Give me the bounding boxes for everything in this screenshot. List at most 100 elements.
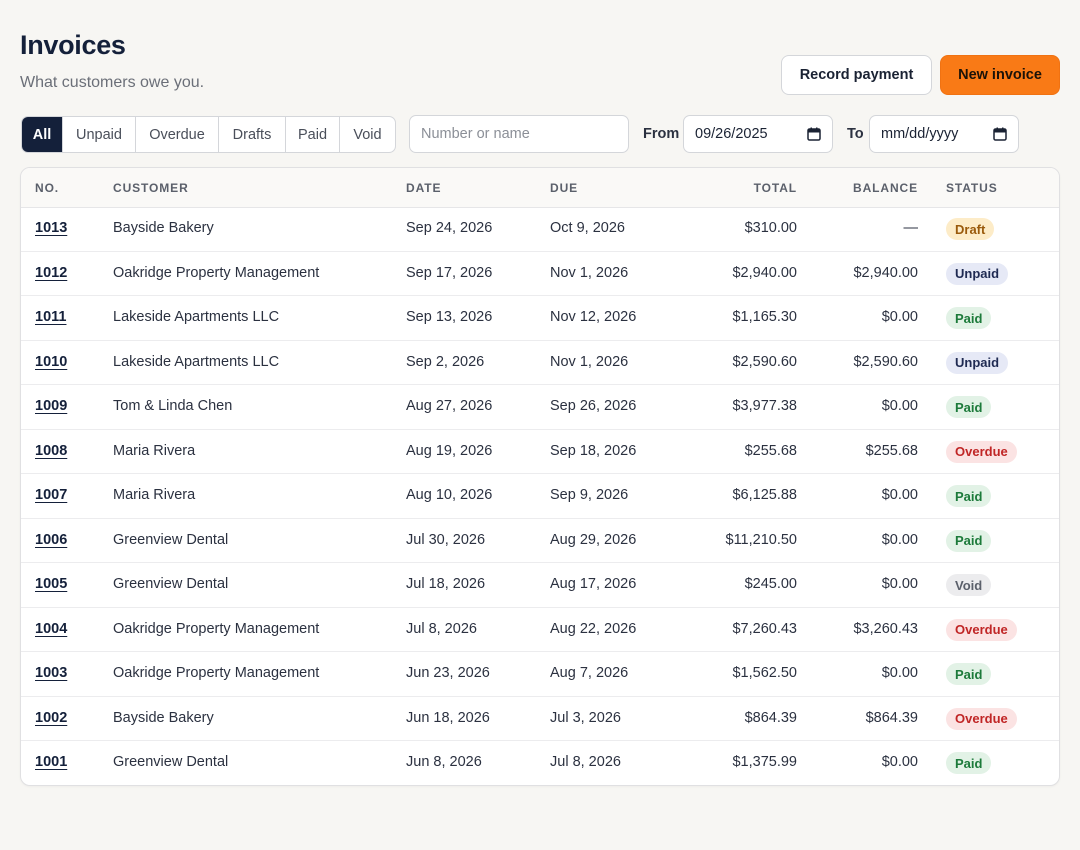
due-cell: Aug 17, 2026 xyxy=(550,576,637,592)
status-badge: Overdue xyxy=(946,618,1017,641)
column-header-date[interactable]: DATE xyxy=(406,181,442,195)
balance-cell: $3,260.43 xyxy=(853,620,918,637)
table-row[interactable]: 1003 Oakridge Property Management Jun 23, … xyxy=(21,652,1059,697)
date-cell: Sep 17, 2026 xyxy=(406,264,493,281)
record-payment-button[interactable]: Record payment xyxy=(781,55,932,95)
due-cell: Aug 29, 2026 xyxy=(550,531,637,548)
balance-cell: $864.39 xyxy=(865,709,918,726)
calendar-icon[interactable] xyxy=(993,127,1007,141)
customer-cell: Oakridge Property Management xyxy=(113,264,320,281)
due-cell: Sep 9, 2026 xyxy=(550,487,629,503)
invoice-number-link[interactable]: 1007 xyxy=(35,487,68,503)
balance-cell: $0.00 xyxy=(881,531,918,548)
total-cell: $1,165.30 xyxy=(732,309,797,325)
invoice-number-link[interactable]: 1002 xyxy=(35,709,68,726)
invoice-number-link[interactable]: 1012 xyxy=(35,264,68,281)
date-cell: Sep 2, 2026 xyxy=(406,353,485,370)
customer-cell: Bayside Bakery xyxy=(113,220,214,236)
due-cell: Nov 12, 2026 xyxy=(550,309,637,325)
tab-all[interactable]: All xyxy=(22,117,63,152)
due-cell: Aug 22, 2026 xyxy=(550,620,637,637)
tab-void[interactable]: Void xyxy=(353,126,382,143)
status-badge: Paid xyxy=(946,663,992,685)
due-cell: Oct 9, 2026 xyxy=(550,220,625,236)
total-cell: $11,210.50 xyxy=(725,531,798,548)
tab-overdue[interactable]: Overdue xyxy=(136,117,219,152)
tab-drafts[interactable]: Drafts xyxy=(219,117,286,152)
page-subtitle: What customers owe you. xyxy=(20,74,205,91)
status-badge: Draft xyxy=(946,218,995,240)
balance-cell: $0.00 xyxy=(881,576,918,592)
table-row[interactable]: 1009 Tom & Linda Chen Aug 27, 2026 Sep 26, … xyxy=(21,385,1059,430)
status-badge: Paid xyxy=(946,396,992,418)
invoice-number-link[interactable]: 1009 xyxy=(35,398,68,414)
new-invoice-button[interactable]: New invoice xyxy=(940,55,1060,95)
column-header-customer[interactable]: CUSTOMER xyxy=(113,181,189,195)
balance-cell: $255.68 xyxy=(865,442,918,459)
status-badge: Paid xyxy=(946,307,992,329)
from-date-input[interactable]: 09/26/2025 xyxy=(683,115,833,153)
from-date-value: 09/26/2025 xyxy=(695,126,768,142)
balance-cell: $0.00 xyxy=(881,487,918,503)
column-header-status[interactable]: STATUS xyxy=(946,181,998,195)
date-cell: Jul 18, 2026 xyxy=(406,576,486,592)
calendar-icon[interactable] xyxy=(807,127,821,141)
due-cell: Nov 1, 2026 xyxy=(550,264,629,281)
to-date-value: mm/dd/yyyy xyxy=(881,126,959,142)
customer-cell: Greenview Dental xyxy=(113,754,229,770)
invoice-number-link[interactable]: 1011 xyxy=(35,309,67,325)
invoice-number-link[interactable]: 1010 xyxy=(35,353,68,370)
total-cell: $1,375.99 xyxy=(732,754,797,770)
table-row[interactable]: 1002 Bayside Bakery Jun 18, 2026 Jul 3, 202… xyxy=(21,697,1059,741)
invoice-number-link[interactable]: 1004 xyxy=(35,620,68,637)
customer-cell: Greenview Dental xyxy=(113,576,229,592)
invoice-number-link[interactable]: 1008 xyxy=(35,442,68,459)
balance-cell: $2,590.60 xyxy=(853,353,918,370)
column-header-due[interactable]: DUE xyxy=(550,181,579,195)
to-date-input[interactable]: mm/dd/yyyy xyxy=(869,115,1019,153)
column-header-no[interactable]: NO. xyxy=(35,181,60,195)
table-row[interactable]: 1004 Oakridge Property Management Jul 8, 2… xyxy=(21,608,1059,652)
due-cell: Sep 26, 2026 xyxy=(550,398,637,414)
total-cell: $7,260.43 xyxy=(732,620,797,637)
status-badge: Unpaid xyxy=(946,262,1009,285)
total-cell: $6,125.88 xyxy=(732,487,797,503)
customer-cell: Maria Rivera xyxy=(113,442,196,459)
invoice-number-link[interactable]: 1005 xyxy=(35,576,68,592)
search-input[interactable] xyxy=(409,115,629,153)
column-header-total[interactable]: TOTAL xyxy=(753,181,797,195)
balance-cell: $0.00 xyxy=(881,309,918,325)
table-row[interactable]: 1012 Oakridge Property Management Sep 17, … xyxy=(21,252,1059,296)
customer-cell: Oakridge Property Management xyxy=(113,620,320,637)
customer-cell: Maria Rivera xyxy=(113,487,196,503)
invoice-number-link[interactable]: 1006 xyxy=(35,531,68,548)
total-cell: $2,590.60 xyxy=(732,353,797,370)
column-header-balance[interactable]: BALANCE xyxy=(853,181,918,195)
table-row[interactable]: 1008 Maria Rivera Aug 19, 2026 Sep 18, 2026… xyxy=(21,430,1059,474)
date-cell: Sep 24, 2026 xyxy=(406,220,493,236)
table-row[interactable]: 1001 Greenview Dental Jun 8, 2026 Jul 8, 20… xyxy=(21,741,1059,785)
total-cell: $2,940.00 xyxy=(732,264,797,281)
tab-unpaid[interactable]: Unpaid xyxy=(63,117,136,152)
customer-cell: Greenview Dental xyxy=(113,531,229,548)
due-cell: Jul 3, 2026 xyxy=(550,709,621,726)
table-row[interactable]: 1010 Lakeside Apartments LLC Sep 2, 2026 No… xyxy=(21,341,1059,385)
date-cell: Jul 8, 2026 xyxy=(406,620,477,637)
status-badge: Paid xyxy=(946,529,992,552)
table-row[interactable]: 1011 Lakeside Apartments LLC Sep 13, 2026 N… xyxy=(21,296,1059,341)
table-row[interactable]: 1006 Greenview Dental Jul 30, 2026 Aug 29, … xyxy=(21,519,1059,563)
invoice-number-link[interactable]: 1003 xyxy=(35,665,68,681)
date-cell: Jun 18, 2026 xyxy=(406,709,490,726)
due-cell: Jul 8, 2026 xyxy=(550,754,621,770)
invoice-number-link[interactable]: 1013 xyxy=(35,220,68,236)
tab-paid[interactable]: Paid xyxy=(286,117,340,152)
table-row[interactable]: 1007 Maria Rivera Aug 10, 2026 Sep 9, 2026 $… xyxy=(21,474,1059,519)
table-row[interactable]: 1005 Greenview Dental Jul 18, 2026 Aug 17, … xyxy=(21,563,1059,608)
invoice-number-link[interactable]: 1001 xyxy=(35,754,68,770)
due-cell: Aug 7, 2026 xyxy=(550,665,629,681)
total-cell: $255.68 xyxy=(744,442,797,459)
balance-cell: $2,940.00 xyxy=(853,264,918,281)
table-row[interactable]: 1013 Bayside Bakery Sep 24, 2026 Oct 9, 202… xyxy=(21,207,1059,252)
date-cell: Jul 30, 2026 xyxy=(406,531,486,548)
